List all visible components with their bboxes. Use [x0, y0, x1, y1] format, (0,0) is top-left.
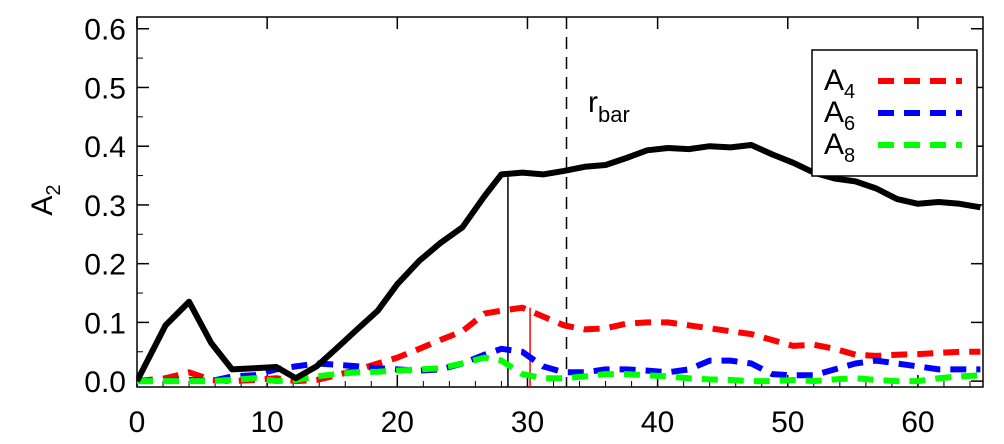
y-tick-label: 0.3 — [84, 190, 126, 223]
x-tick-label: 30 — [511, 406, 544, 439]
y-tick-label: 0.4 — [84, 131, 126, 164]
x-tick-label: 60 — [901, 406, 934, 439]
legend-label: A8 — [824, 128, 855, 167]
annotation-sub: bar — [598, 102, 630, 127]
plot-area — [136, 16, 984, 388]
plot-frame — [136, 16, 984, 388]
x-tick-label: 0 — [129, 406, 146, 439]
svg-text:rbar: rbar — [588, 86, 630, 127]
y-axis-title-sub: 2 — [43, 184, 65, 195]
legend-label-sub: 6 — [844, 113, 855, 135]
legend-label-sub: 4 — [844, 81, 855, 103]
x-tick-label: 40 — [641, 406, 674, 439]
x-tick-label: 10 — [250, 406, 283, 439]
annotation-main: r — [588, 86, 598, 119]
y-tick-label: 0.0 — [84, 366, 126, 399]
legend-label-main: A — [824, 64, 844, 97]
y-axis-title-main: A — [26, 196, 59, 216]
svg-text:A2: A2 — [26, 184, 65, 215]
tick-labels: 0 10 20 30 40 50 60 0.0 0.1 0.2 0.3 0.4 0.5 0.6 — [84, 14, 934, 439]
y-tick-label: 0.1 — [84, 307, 126, 340]
y-tick-label: 0.5 — [84, 72, 126, 105]
y-tick-label: 0.6 — [84, 14, 126, 47]
legend-label: A4 — [824, 64, 855, 103]
x-tick-label: 20 — [381, 406, 414, 439]
legend-box — [811, 49, 978, 177]
x-tick-label: 50 — [771, 406, 804, 439]
legend-label: A6 — [824, 96, 855, 135]
series-line-A4 — [137, 304, 981, 385]
legend-label-main: A — [824, 96, 844, 129]
annotation-rbar: rbar — [588, 86, 630, 127]
legend-label-main: A — [824, 128, 844, 161]
series-line-A8 — [137, 354, 981, 385]
y-tick-label: 0.2 — [84, 249, 126, 282]
legend-label-sub: 8 — [844, 145, 855, 167]
y-axis-title: A2 — [26, 184, 65, 215]
series-line-A2 — [137, 142, 981, 383]
